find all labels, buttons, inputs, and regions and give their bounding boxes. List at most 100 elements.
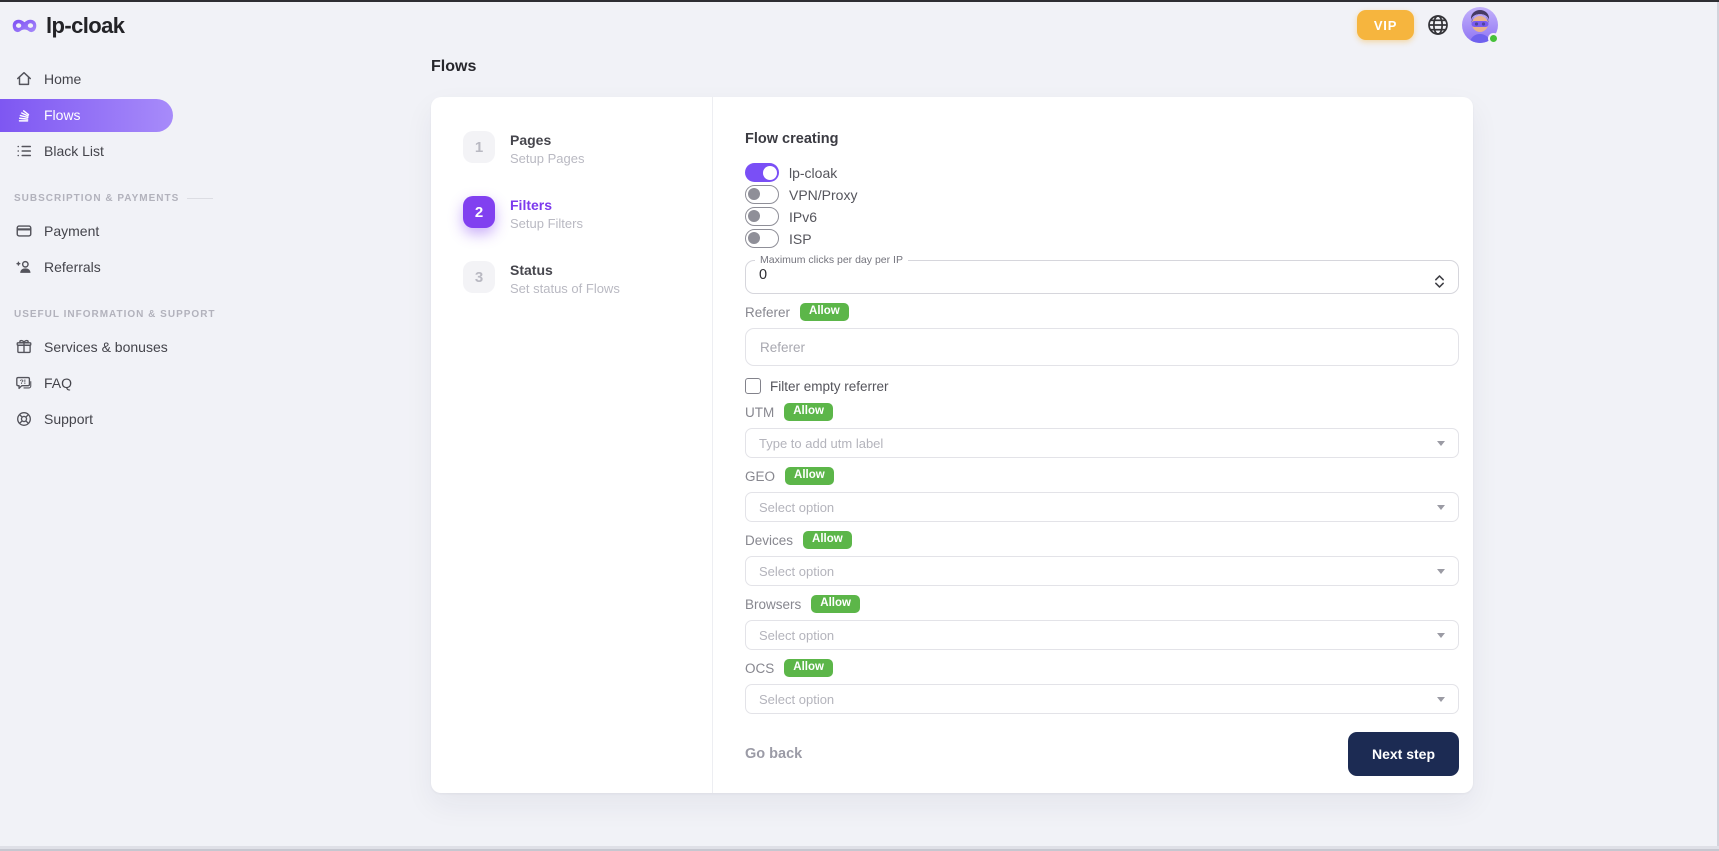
list-icon	[14, 142, 33, 161]
toggle-label: IPv6	[789, 208, 818, 225]
window-bottom-edge	[0, 846, 1719, 851]
chevron-down-icon	[1437, 440, 1445, 446]
brand-name: lp-cloak	[46, 13, 125, 38]
chevron-down-icon	[1437, 568, 1445, 574]
sidebar-nav: Home Flows Black List SUBSCRIPTION & PAY…	[0, 61, 215, 437]
sidebar-item-services-bonuses[interactable]: Services & bonuses	[0, 329, 173, 365]
window-right-edge	[1717, 0, 1719, 851]
browsers-select[interactable]: Select option	[745, 620, 1459, 650]
geo-allow-badge[interactable]: Allow	[785, 467, 834, 485]
browsers-group: Browsers Allow Select option	[745, 595, 1459, 650]
sidebar-item-label: Support	[44, 411, 94, 427]
credit-card-icon	[14, 222, 33, 241]
window-top-edge	[0, 0, 1719, 2]
max-clicks-label: Maximum clicks per day per IP	[760, 254, 903, 266]
sidebar-item-payment[interactable]: Payment	[0, 213, 173, 249]
sidebar-section-support: USEFUL INFORMATION & SUPPORT	[14, 307, 215, 321]
toggle-label: VPN/Proxy	[789, 186, 858, 203]
person-add-icon	[14, 258, 33, 277]
next-step-button[interactable]: Next step	[1347, 732, 1459, 776]
online-status-dot	[1488, 33, 1499, 44]
step-subtitle: Setup Filters	[510, 216, 583, 231]
mask-logo-icon	[11, 17, 38, 36]
utm-select[interactable]: Type to add utm label	[745, 428, 1459, 458]
brand-logo[interactable]: lp-cloak	[0, 13, 173, 39]
geo-group: GEO Allow Select option	[745, 467, 1459, 522]
filter-empty-referrer-row[interactable]: Filter empty referrer	[745, 378, 1459, 394]
vip-button[interactable]: VIP	[1357, 10, 1414, 40]
select-placeholder: Select option	[759, 499, 835, 515]
sidebar-item-faq[interactable]: ?! FAQ	[0, 365, 173, 401]
filter-empty-referrer-checkbox[interactable]	[745, 378, 761, 394]
step-subtitle: Set status of Flows	[510, 281, 620, 296]
step-number: 3	[463, 261, 495, 293]
step-title: Status	[510, 262, 553, 278]
vpn-proxy-toggle[interactable]	[745, 185, 779, 204]
user-avatar[interactable]	[1462, 7, 1499, 44]
toggle-row-lp-cloak[interactable]: lp-cloak	[745, 163, 1459, 182]
ipv6-toggle[interactable]	[745, 207, 779, 226]
sidebar: lp-cloak Home Flows	[0, 0, 215, 851]
isp-toggle[interactable]	[745, 229, 779, 248]
section-title: SUBSCRIPTION & PAYMENTS	[14, 192, 180, 204]
flows-icon	[14, 106, 33, 125]
go-back-button[interactable]: Go back	[745, 746, 803, 762]
select-placeholder: Type to add utm label	[759, 435, 884, 451]
select-placeholder: Select option	[759, 627, 835, 643]
toggle-row-isp[interactable]: ISP	[745, 229, 1459, 248]
sidebar-item-label: Black List	[44, 143, 104, 159]
referer-allow-badge[interactable]: Allow	[800, 303, 849, 321]
step-pages[interactable]: 1 Pages Setup Pages	[463, 131, 712, 166]
sidebar-item-flows[interactable]: Flows	[0, 98, 173, 132]
step-number: 1	[463, 131, 495, 163]
page-title: Flows	[431, 58, 477, 75]
toggle-label: ISP	[789, 230, 812, 247]
svg-text:?!: ?!	[19, 379, 25, 386]
sidebar-item-black-list[interactable]: Black List	[0, 133, 173, 169]
select-placeholder: Select option	[759, 563, 835, 579]
language-globe-icon[interactable]	[1425, 12, 1451, 38]
number-stepper-icon[interactable]	[1434, 274, 1445, 289]
stepper: 1 Pages Setup Pages 2 Filters Setup Filt…	[431, 97, 713, 793]
chevron-down-icon	[1437, 696, 1445, 702]
devices-label: Devices	[745, 532, 794, 548]
referer-input[interactable]	[745, 328, 1459, 366]
browsers-allow-badge[interactable]: Allow	[811, 595, 860, 613]
section-title: USEFUL INFORMATION & SUPPORT	[14, 308, 216, 320]
sidebar-item-support[interactable]: Support	[0, 401, 173, 437]
faq-bubble-icon: ?!	[14, 374, 33, 393]
devices-allow-badge[interactable]: Allow	[803, 531, 852, 549]
chevron-down-icon	[1437, 504, 1445, 510]
step-title: Pages	[510, 132, 552, 148]
step-subtitle: Setup Pages	[510, 151, 585, 166]
form-footer: Go back Next step	[745, 732, 1459, 776]
step-title: Filters	[510, 197, 553, 213]
chevron-down-icon	[1437, 632, 1445, 638]
sidebar-item-home[interactable]: Home	[0, 61, 173, 97]
max-clicks-input[interactable]	[746, 266, 1316, 283]
toggle-label: lp-cloak	[789, 164, 838, 181]
step-filters[interactable]: 2 Filters Setup Filters	[463, 196, 712, 231]
browsers-label: Browsers	[745, 596, 802, 612]
geo-label: GEO	[745, 468, 776, 484]
header-actions: VIP	[1357, 7, 1499, 44]
step-number: 2	[463, 196, 495, 228]
step-status[interactable]: 3 Status Set status of Flows	[463, 261, 712, 296]
gift-icon	[14, 338, 33, 357]
devices-select[interactable]: Select option	[745, 556, 1459, 586]
select-placeholder: Select option	[759, 691, 835, 707]
form-title: Flow creating	[745, 131, 839, 147]
ocs-select[interactable]: Select option	[745, 684, 1459, 714]
sidebar-item-label: FAQ	[44, 375, 73, 391]
utm-group: UTM Allow Type to add utm label	[745, 403, 1459, 458]
sidebar-item-referrals[interactable]: Referrals	[0, 249, 173, 285]
toggle-row-vpn-proxy[interactable]: VPN/Proxy	[745, 185, 1459, 204]
sidebar-item-label: Referrals	[44, 259, 101, 275]
lp-cloak-toggle[interactable]	[745, 163, 779, 182]
ocs-allow-badge[interactable]: Allow	[784, 659, 833, 677]
sidebar-item-label: Home	[44, 71, 82, 87]
utm-allow-badge[interactable]: Allow	[784, 403, 833, 421]
geo-select[interactable]: Select option	[745, 492, 1459, 522]
home-icon	[14, 70, 33, 89]
toggle-row-ipv6[interactable]: IPv6	[745, 207, 1459, 226]
